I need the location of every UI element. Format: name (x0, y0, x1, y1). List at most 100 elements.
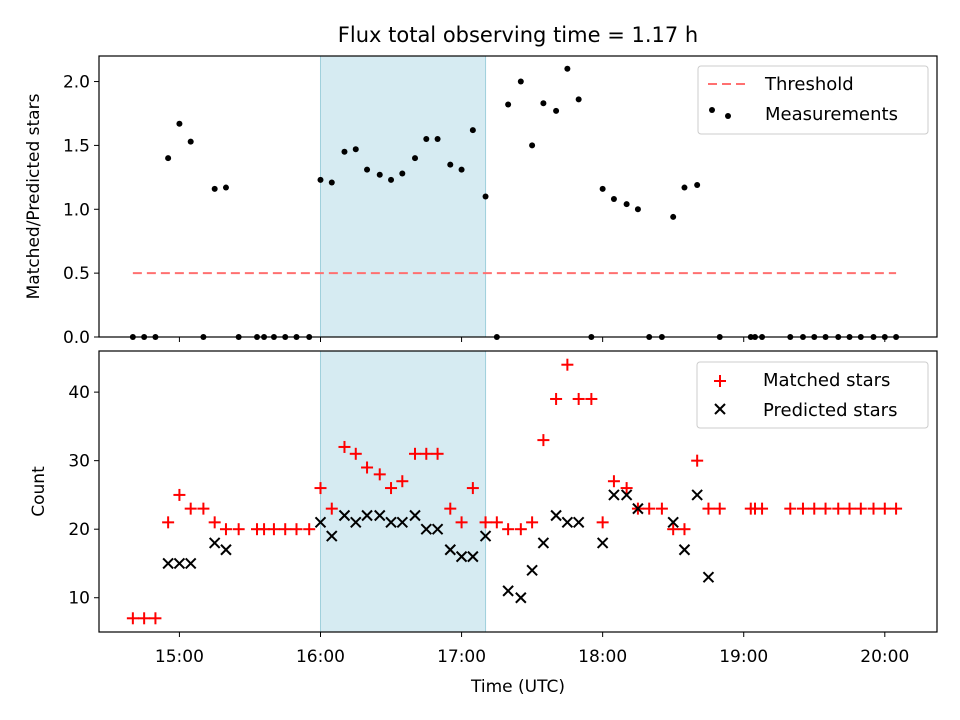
matched-star-marker (325, 502, 338, 515)
matched-star-marker (756, 502, 769, 515)
matched-star-marker (854, 502, 867, 515)
legend-matched-swatch (714, 375, 726, 387)
top-y-axis-label: Matched/Predicted stars (24, 93, 44, 299)
matched-star-marker (843, 502, 856, 515)
matched-star-marker (537, 434, 550, 447)
matched-star-marker (349, 447, 362, 460)
x-axis-label: Time (UTC) (470, 677, 565, 697)
predicted-star-marker (596, 537, 609, 549)
measurement-point (388, 176, 395, 183)
matched-star-marker (867, 502, 880, 515)
matched-star-marker (490, 516, 503, 529)
matched-star-marker (479, 516, 492, 529)
measurement-point (341, 148, 348, 155)
matched-star-marker (396, 475, 409, 488)
matched-star-marker (808, 502, 821, 515)
matched-star-marker (691, 454, 704, 467)
matched-star-marker (643, 502, 656, 515)
matched-star-marker (526, 516, 539, 529)
bottom-y-axis-ticks: 10 20 30 40 (68, 383, 99, 609)
matched-star-marker (409, 447, 422, 460)
predicted-star-marker (608, 489, 620, 501)
y-tick-label: 30 (68, 452, 90, 472)
x-tick-label: 18:00 (578, 647, 627, 667)
matched-star-marker (303, 523, 316, 536)
matched-star-marker (702, 502, 715, 515)
measurement-point (540, 100, 547, 107)
top-legend: Threshold Measurements (697, 65, 929, 135)
predicted-star-marker (479, 530, 492, 542)
legend-threshold-label: Threshold (764, 74, 854, 95)
matched-star-marker (208, 516, 221, 529)
predicted-star-marker (467, 550, 479, 563)
predicted-star-marker (550, 509, 562, 522)
predicted-star-marker (537, 537, 550, 549)
predicted-star-marker (208, 537, 221, 549)
bottom-y-axis-label: Count (29, 466, 49, 517)
predicted-star-marker (396, 516, 409, 529)
bottom-legend-box (696, 361, 929, 429)
matched-star-marker (561, 358, 574, 371)
matched-star-marker (455, 516, 468, 529)
predicted-star-marker (409, 509, 421, 522)
measurement-point (610, 196, 617, 203)
measurement-point (423, 136, 430, 143)
predicted-star-marker (184, 557, 197, 570)
measurement-point (670, 213, 677, 220)
measurement-point (434, 136, 441, 143)
predicted-star-marker (526, 564, 538, 577)
matched-star-marker (444, 502, 457, 515)
measurement-point (553, 107, 560, 114)
matched-star-marker (550, 392, 563, 405)
predicted-star-marker (632, 502, 644, 515)
measurement-point (529, 142, 536, 149)
predicted-star-marker (702, 571, 715, 583)
legend-measurements-swatch-b (725, 113, 731, 119)
matched-star-marker (279, 523, 292, 536)
matched-star-marker (361, 461, 374, 474)
legend-measurements-swatch-a (709, 107, 715, 113)
top-legend-box (697, 65, 929, 135)
legend-predicted-label: Predicted stars (763, 400, 897, 421)
measurement-point (517, 78, 524, 85)
matched-star-marker (572, 392, 585, 405)
predicted-star-marker (420, 523, 433, 535)
predicted-stars-points (162, 489, 715, 604)
matched-star-marker (138, 612, 151, 625)
matched-star-marker (184, 502, 197, 515)
measurement-point (376, 171, 383, 178)
measurement-point (317, 176, 324, 183)
top-panel: 0.00.51.01.52.0 Matched/Predicted stars … (24, 55, 938, 348)
y-tick-label: 1.5 (63, 136, 90, 156)
matched-star-marker (267, 523, 280, 536)
bottom-axes-frame (98, 350, 938, 633)
matched-star-marker (173, 488, 186, 501)
matched-star-marker (290, 523, 303, 536)
predicted-star-marker (572, 516, 585, 529)
measurement-point (599, 185, 606, 192)
matched-star-marker (373, 468, 386, 481)
bottom-x-axis-ticks: 15:00 16:00 17:00 18:00 19:00 20:00 (155, 632, 909, 667)
measurement-point (505, 101, 512, 108)
predicted-star-marker (385, 516, 397, 529)
matched-star-marker (338, 440, 351, 453)
measurement-point (469, 127, 476, 134)
measurement-point (412, 155, 419, 162)
predicted-star-marker (620, 489, 633, 501)
x-tick-label: 16:00 (296, 647, 345, 667)
predicted-star-marker (361, 509, 373, 522)
measurement-point (447, 161, 454, 168)
x-tick-label: 15:00 (155, 647, 204, 667)
measurement-point (364, 166, 371, 173)
matched-star-marker (585, 392, 598, 405)
predicted-star-marker (678, 544, 691, 556)
y-tick-label: 20 (68, 520, 90, 540)
predicted-star-marker (502, 585, 514, 597)
matched-star-marker (596, 516, 609, 529)
predicted-star-marker (326, 530, 338, 542)
predicted-star-marker (220, 544, 232, 556)
matched-star-marker (126, 612, 139, 625)
measurement-point (352, 146, 359, 153)
matched-star-marker (890, 502, 903, 515)
